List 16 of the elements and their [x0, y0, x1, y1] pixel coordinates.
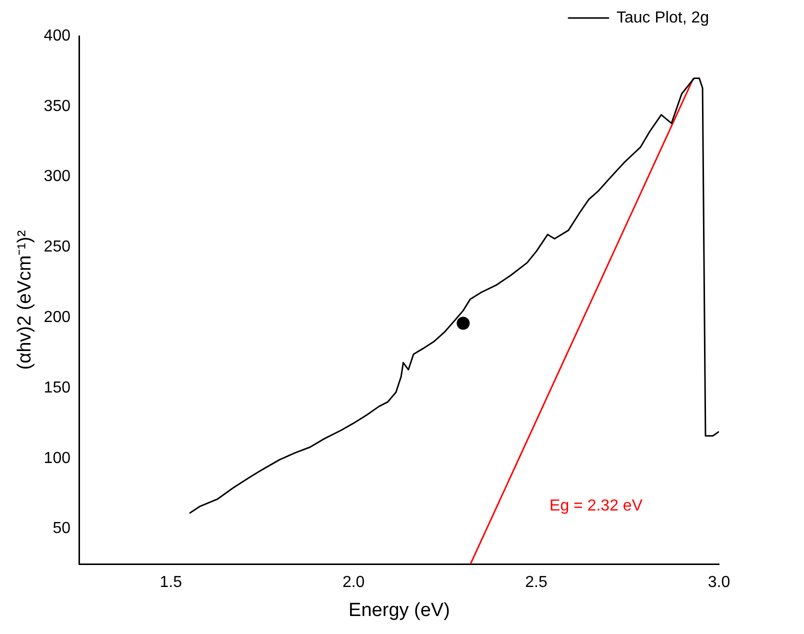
y-tick-label: 350 [44, 98, 71, 115]
y-tick-label: 100 [44, 450, 71, 467]
x-tick-label: 1.5 [160, 574, 182, 592]
y-tick-label: 50 [52, 520, 71, 538]
y-tick-label: 400 [44, 27, 71, 44]
x-axis-title: Energy (eV) [348, 600, 450, 621]
y-tick-label: 200 [44, 309, 71, 326]
x-tick-label: 2.5 [525, 574, 548, 592]
y-axis-title: (αhv)2 (eVcm⁻¹)² [14, 230, 36, 370]
annotation: Eg = 2.32 eV [550, 497, 643, 514]
y-tick-label: 250 [44, 238, 71, 256]
y-tick-label: 150 [44, 379, 71, 396]
y-tick-label: 300 [44, 168, 71, 186]
legend-label: Tauc Plot, 2g [616, 9, 709, 26]
x-tick-label: 3.0 [708, 574, 730, 592]
x-tick-label: 2.0 [342, 574, 365, 592]
